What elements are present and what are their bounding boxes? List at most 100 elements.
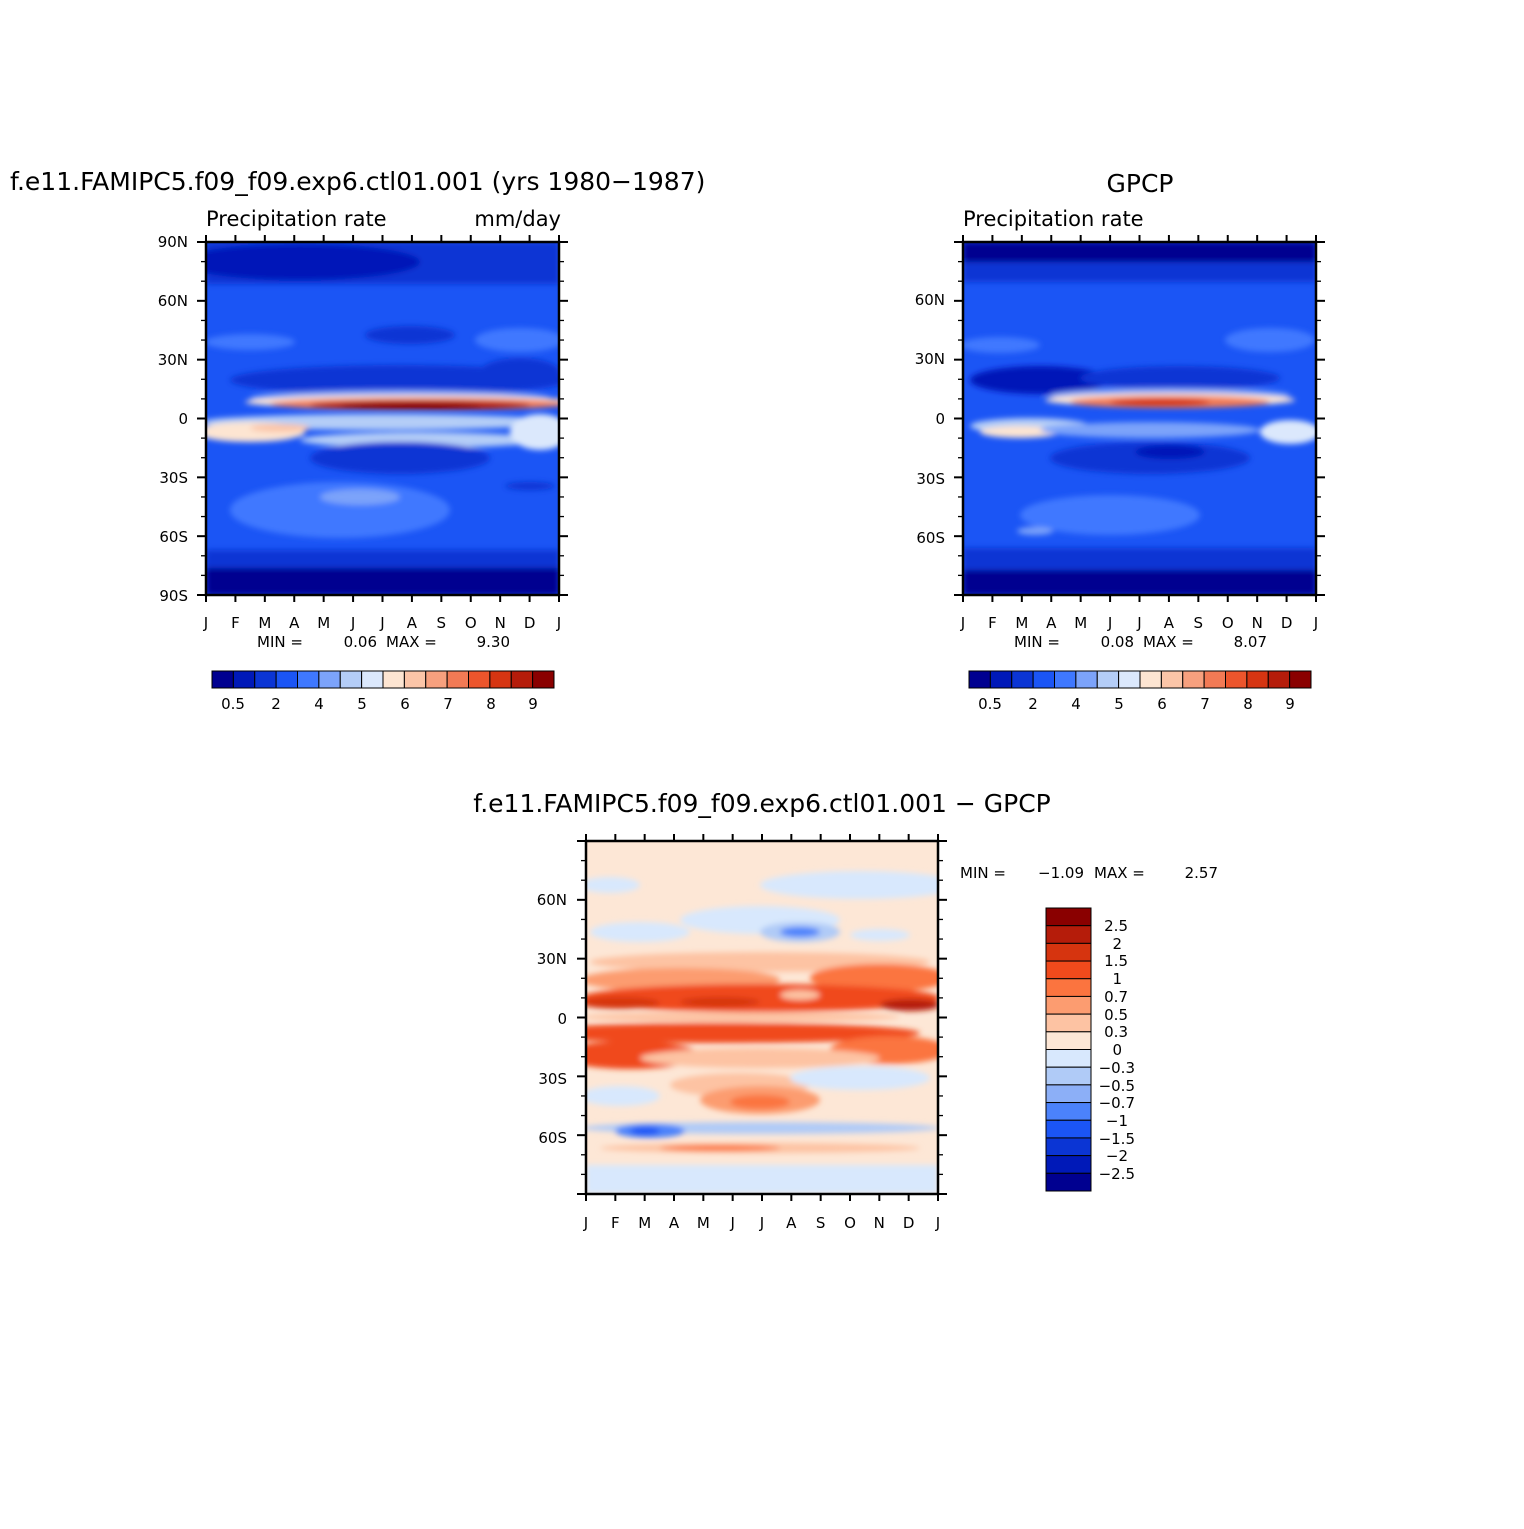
colorbar-swatch	[403, 670, 427, 689]
x-tick-label: J	[1107, 614, 1112, 632]
colorbar-label: 7	[1200, 695, 1210, 713]
colorbar-label: −1.5	[1099, 1130, 1135, 1148]
colorbar-swatch	[532, 670, 555, 689]
colorbar-swatch	[1045, 1049, 1092, 1068]
colorbar-swatch	[468, 670, 491, 689]
y-tick-label: 60N	[537, 891, 567, 909]
x-tick-label: J	[759, 1214, 764, 1232]
x-tick-label: J	[379, 614, 384, 632]
y-tick-label: 30N	[915, 350, 945, 368]
colorbar-swatch	[1045, 960, 1092, 980]
colorbar-label: 2	[1028, 695, 1038, 713]
y-tick-label: 90S	[159, 587, 188, 605]
colorbar-swatch	[1267, 670, 1291, 689]
y-tick-label: 60N	[915, 291, 945, 309]
colorbar-swatch	[1045, 925, 1092, 944]
colorbar-swatch	[1045, 1119, 1092, 1139]
x-tick-label: D	[524, 614, 536, 632]
panel-model-colorbar-labels: 0.5 2 4 5 6 7 8 9	[221, 695, 538, 713]
colorbar-label: 5	[357, 695, 367, 713]
colorbar-label: 0.7	[1104, 988, 1128, 1006]
colorbar-swatch	[1045, 1084, 1092, 1104]
panel-model: f.e11.FAMIPC5.f09_f09.exp6.ctl01.001 (yr…	[10, 167, 705, 713]
x-tick-label: N	[495, 614, 506, 632]
panel-diff-xaxis: J F M A M J J A S O N D J	[583, 1214, 940, 1232]
colorbar-swatch	[1045, 1137, 1092, 1157]
panel-model-colorbar	[211, 670, 555, 689]
panel-diff-minmax: MIN = −1.09 MAX = 2.57	[960, 864, 1218, 882]
colorbar-label: −1	[1106, 1112, 1128, 1130]
colorbar-swatch	[1182, 670, 1205, 689]
panel-model-minmax: MIN = 0.06 MAX = 9.30	[257, 633, 510, 651]
colorbar-swatch	[1054, 670, 1077, 689]
colorbar-label: 2	[271, 695, 281, 713]
x-tick-label: S	[816, 1214, 826, 1232]
x-tick-label: M	[697, 1214, 710, 1232]
colorbar-swatch	[1045, 1013, 1092, 1033]
colorbar-swatch	[339, 670, 363, 689]
x-tick-label: D	[903, 1214, 915, 1232]
colorbar-swatch	[1203, 670, 1226, 689]
min-value: −1.09	[1038, 864, 1084, 882]
y-tick-label: 30N	[158, 351, 188, 369]
x-tick-label: J	[556, 614, 561, 632]
colorbar-label: 0.5	[221, 695, 245, 713]
panel-gpcp-colorbar	[968, 670, 1312, 689]
max-value: 2.57	[1185, 864, 1218, 882]
y-tick-label: 60S	[538, 1129, 567, 1147]
x-tick-label: O	[844, 1214, 856, 1232]
colorbar-label: 1.5	[1104, 952, 1128, 970]
colorbar-swatch	[1045, 1172, 1092, 1192]
x-tick-label: F	[988, 614, 997, 632]
x-tick-label: N	[874, 1214, 885, 1232]
y-tick-label: 60N	[158, 292, 188, 310]
colorbar-swatch	[1118, 670, 1141, 689]
colorbar-swatch	[1011, 670, 1034, 689]
colorbar-label: −2.5	[1099, 1165, 1135, 1183]
colorbar-swatch	[1139, 670, 1162, 689]
colorbar-swatch	[489, 670, 512, 689]
x-tick-label: O	[465, 614, 477, 632]
x-tick-label: D	[1281, 614, 1293, 632]
colorbar-label: 0	[1112, 1041, 1122, 1059]
panel-model-yaxis: 90N 60N 30N 0 30S 60S 90S	[158, 233, 188, 605]
colorbar-label: 8	[1243, 695, 1253, 713]
panel-model-subtitle: Precipitation rate	[206, 207, 387, 231]
panel-diff: f.e11.FAMIPC5.f09_f09.exp6.ctl01.001 − G…	[473, 789, 1218, 1232]
x-tick-label: J	[1136, 614, 1141, 632]
x-tick-label: M	[1074, 614, 1087, 632]
panel-diff-colorbar	[1045, 907, 1092, 1192]
x-tick-label: J	[960, 614, 965, 632]
colorbar-label: 4	[1071, 695, 1081, 713]
colorbar-label: 0.5	[978, 695, 1002, 713]
colorbar-swatch	[318, 670, 341, 689]
colorbar-swatch	[1032, 670, 1055, 689]
x-tick-label: A	[786, 1214, 797, 1232]
colorbar-swatch	[1045, 942, 1092, 962]
x-tick-label: A	[1046, 614, 1057, 632]
colorbar-label: 5	[1114, 695, 1124, 713]
colorbar-swatch	[1045, 1066, 1092, 1086]
colorbar-swatch	[1045, 1155, 1092, 1174]
y-tick-label: 60S	[159, 528, 188, 546]
colorbar-label: 6	[1157, 695, 1167, 713]
y-tick-label: 30S	[538, 1070, 567, 1088]
colorbar-swatch	[989, 670, 1013, 689]
max-value: 9.30	[477, 633, 510, 651]
colorbar-swatch	[254, 670, 277, 689]
x-tick-label: M	[1015, 614, 1028, 632]
y-tick-label: 30S	[159, 469, 188, 487]
colorbar-swatch	[1045, 978, 1092, 997]
panel-model-title: f.e11.FAMIPC5.f09_f09.exp6.ctl01.001 (yr…	[10, 167, 705, 196]
y-tick-label: 90N	[158, 233, 188, 251]
panel-diff-title: f.e11.FAMIPC5.f09_f09.exp6.ctl01.001 − G…	[473, 789, 1051, 818]
colorbar-swatch	[1289, 670, 1312, 689]
colorbar-swatch	[297, 670, 320, 689]
x-tick-label: A	[289, 614, 300, 632]
x-tick-label: J	[583, 1214, 588, 1232]
colorbar-swatch	[446, 670, 469, 689]
colorbar-label: 8	[486, 695, 496, 713]
panel-model-xaxis: J F M A M J J A S O N D J	[203, 614, 561, 632]
